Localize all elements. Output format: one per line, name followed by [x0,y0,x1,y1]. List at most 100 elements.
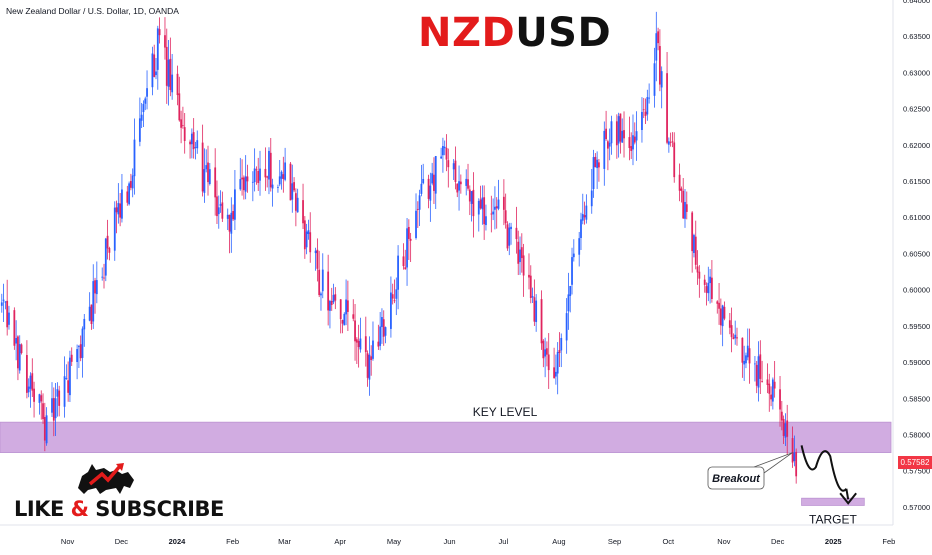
candle [761,360,763,383]
candle-body [52,398,55,421]
candle-body [119,203,122,218]
candle-body [694,236,697,265]
candle-body [257,170,260,183]
candle [429,172,432,222]
candle [427,174,430,209]
candle [630,132,633,159]
candle [716,300,719,314]
candle [29,372,32,408]
candle-body [45,415,48,444]
candle-body [497,199,500,209]
y-tick-label: 0.58000 [903,430,930,439]
candle-body [77,346,80,348]
candle [773,360,776,398]
candle-body [330,301,333,305]
candle-body [635,131,638,141]
candle [397,245,399,310]
candle [318,250,321,298]
candle-body [546,348,548,355]
candle [282,156,285,193]
candle-body [454,160,457,182]
candle [67,361,70,402]
x-tick-label: Jul [499,537,509,546]
candle [547,333,550,389]
zones-layer: KEY LEVEL TARGET [0,405,892,526]
candle [205,149,208,173]
candle [368,336,371,396]
candle [440,147,443,159]
candle [544,337,547,378]
candle [755,360,758,394]
candle-body [103,277,105,279]
candle-body [0,302,3,306]
candle-body [621,130,624,143]
candle-body [556,351,559,374]
candle-body [121,189,123,219]
candle [718,283,720,325]
candle-body [183,127,186,141]
candle-body [296,197,299,213]
candle-body [477,200,480,215]
candle [165,28,168,104]
candle [680,186,683,203]
candle [490,195,493,233]
candle [519,236,521,275]
candle-body [264,168,267,178]
candle [76,344,79,380]
candle-body [653,63,656,96]
candle-body [402,256,405,267]
candle-body [138,118,141,142]
candle-body [445,147,448,160]
candle [666,51,668,145]
candle-body [372,340,374,359]
candle [81,326,84,378]
candle-body [131,175,134,189]
candle-body [746,345,749,358]
candle [18,335,21,374]
breakout-label: Breakout [712,473,761,485]
candle-body [646,97,649,115]
candle-body [693,235,695,254]
candle [194,141,197,160]
candle-body [196,140,199,149]
candle [208,163,211,186]
candle [246,164,249,193]
candle-body [433,174,435,191]
candle [404,249,407,270]
candle [517,230,520,276]
candle [119,193,122,227]
candle [610,115,613,155]
candle-body [8,312,10,325]
candle [370,345,373,376]
candle-body [641,111,643,130]
candle-body [795,451,798,477]
candle-body [164,35,166,48]
candle [583,201,586,225]
candle [144,96,147,111]
candle [364,316,367,367]
y-tick-label: 0.63500 [903,32,930,41]
candle-body [126,191,129,203]
candle-body [754,363,756,365]
candle [502,179,505,226]
candle-body [709,276,711,284]
candle [759,340,762,394]
candle [608,128,611,161]
candle [138,97,141,147]
candle-body [393,300,396,302]
candle [17,335,19,381]
candle [657,27,659,51]
candle-body [320,293,322,296]
like-subscribe-banner[interactable]: LIKE & SUBSCRIBE [14,497,224,521]
candle [239,157,242,191]
candle-body [468,189,471,202]
candle [528,253,530,290]
candle [422,163,425,185]
candle-body [644,111,647,116]
candle-body [291,183,294,200]
candle-body [377,341,380,347]
candle-body [418,195,421,210]
candle-body [101,276,104,278]
candle [710,260,713,303]
